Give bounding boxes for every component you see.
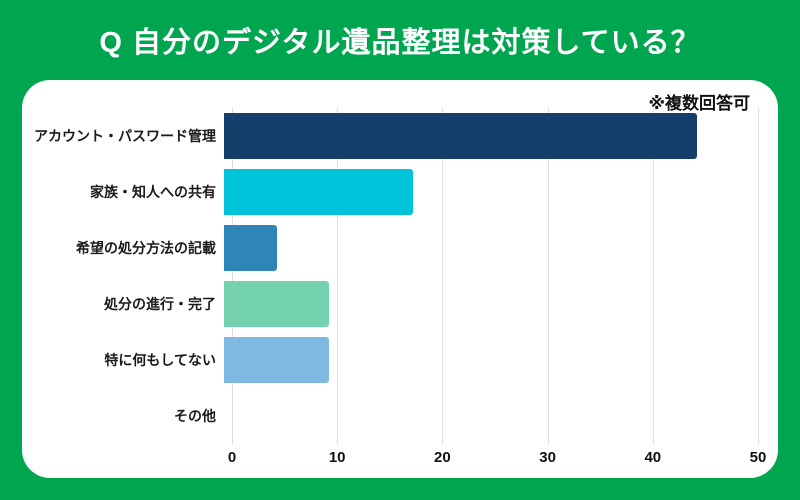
bar-rows: アカウント・パスワード管理家族・知人への共有希望の処分方法の記載処分の進行・完了… — [22, 108, 778, 444]
gridline-10 — [337, 108, 339, 444]
bar-1 — [224, 169, 414, 215]
x-tick-label: 30 — [539, 449, 556, 466]
chart-row: 特に何もしてない — [22, 332, 778, 388]
x-tick-label: 20 — [434, 449, 451, 466]
category-label: その他 — [174, 408, 216, 424]
bar-track — [224, 337, 750, 383]
bar-track — [224, 393, 750, 439]
chart-row: 希望の処分方法の記載 — [22, 220, 778, 276]
x-tick-label: 10 — [328, 449, 346, 466]
plot-area — [232, 108, 759, 444]
category-label: アカウント・パスワード管理 — [34, 128, 216, 144]
chart-row: 処分の進行・完了 — [22, 276, 778, 332]
bar-track — [224, 169, 750, 215]
category-label: 希望の処分方法の記載 — [76, 240, 216, 256]
bar-track — [224, 113, 750, 159]
chart-row: その他 — [22, 388, 778, 444]
chart-card: ※複数回答可 アカウント・パスワード管理家族・知人への共有希望の処分方法の記載処… — [22, 80, 778, 478]
bar-track — [224, 281, 750, 327]
gridline-50 — [758, 108, 759, 444]
bar-0 — [224, 113, 698, 159]
chart-row: アカウント・パスワード管理 — [22, 108, 778, 164]
x-tick-label: 40 — [644, 449, 662, 466]
category-label: 処分の進行・完了 — [104, 296, 216, 312]
gridline-20 — [442, 108, 444, 444]
gridline-0 — [232, 108, 233, 444]
gridline-40 — [652, 108, 654, 444]
chart-title: Q 自分のデジタル遺品整理は対策している？ — [99, 27, 701, 59]
chart-row: 家族・知人への共有 — [22, 164, 778, 220]
x-tick-label: 0 — [227, 449, 237, 466]
x-tick-label: 50 — [749, 449, 767, 466]
category-label: 特に何もしてない — [104, 352, 216, 368]
bar-3 — [224, 281, 330, 327]
category-label: 家族・知人への共有 — [90, 184, 216, 200]
bar-track — [224, 225, 750, 271]
bar-2 — [224, 225, 277, 271]
gridline-30 — [547, 108, 549, 444]
multiple-answers-note: ※複数回答可 — [648, 94, 750, 113]
bar-4 — [224, 337, 330, 383]
x-axis: 0 10 20 30 40 50 — [228, 449, 767, 471]
